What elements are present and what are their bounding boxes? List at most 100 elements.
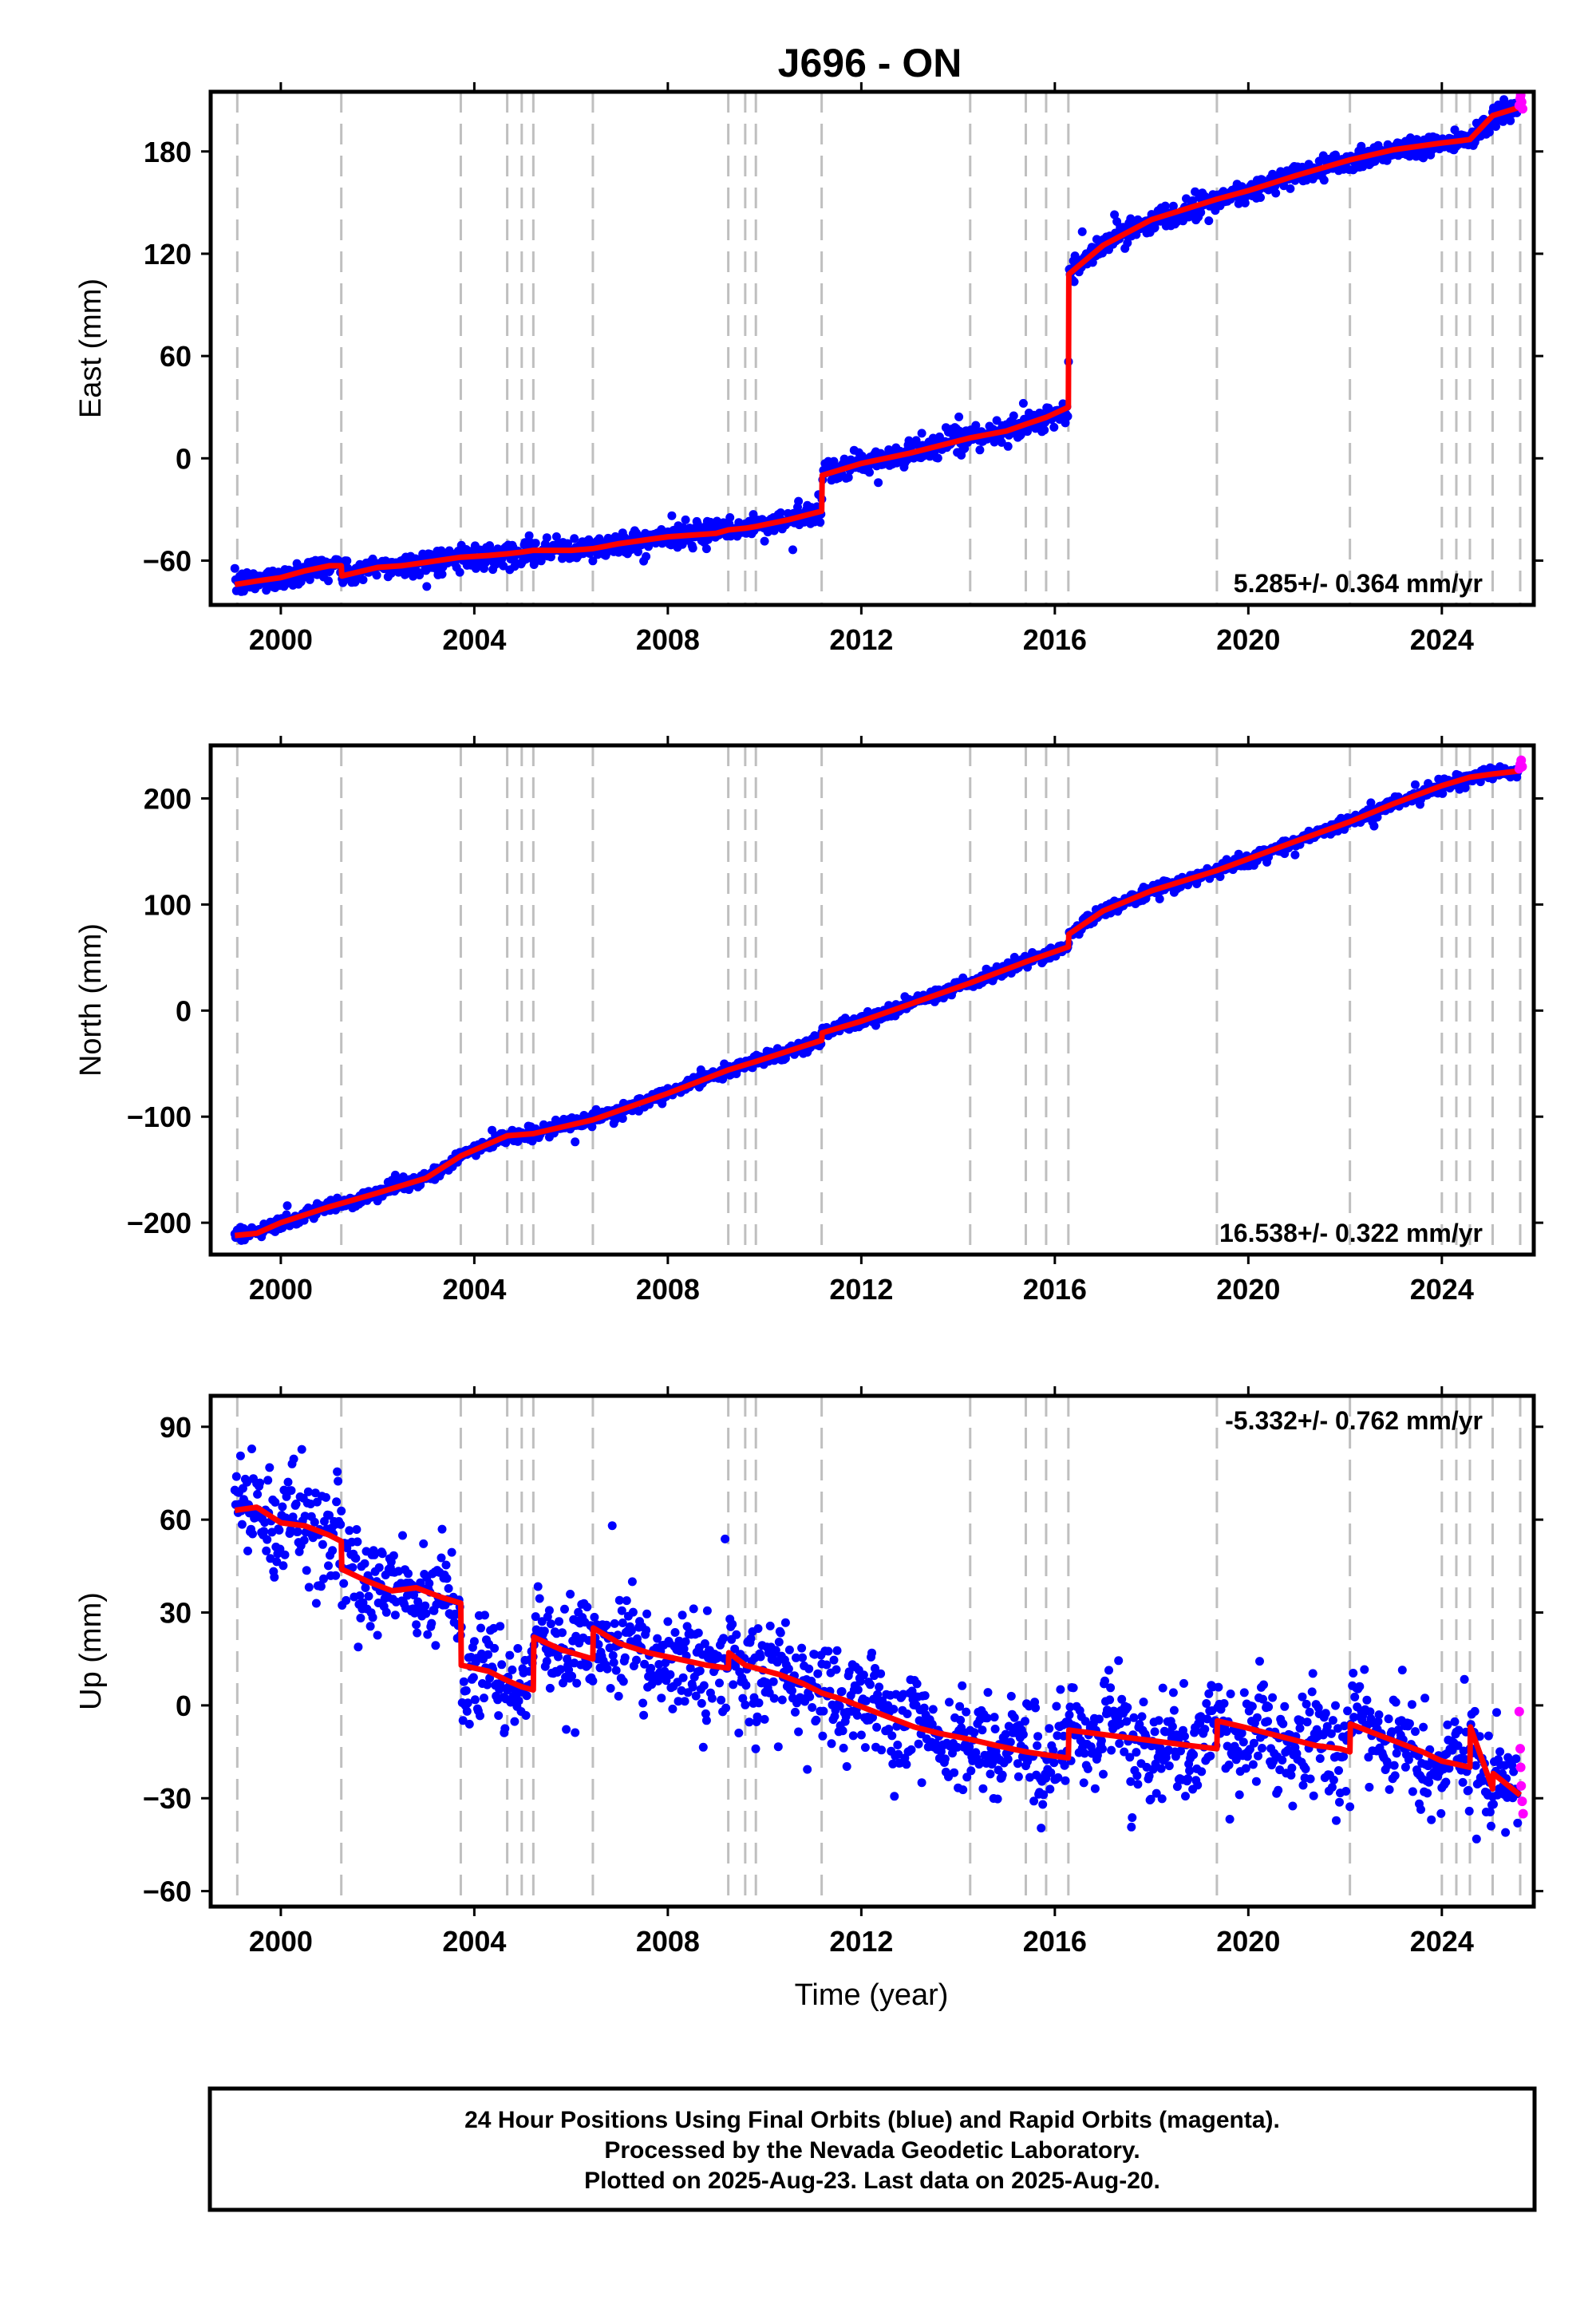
data-point (1053, 1731, 1062, 1741)
data-point (993, 1794, 1002, 1804)
data-point (278, 1502, 287, 1512)
data-point (1274, 1785, 1283, 1795)
data-point (299, 1535, 309, 1545)
data-point (1423, 1788, 1432, 1798)
y-axis-label: North (mm) (74, 923, 108, 1077)
data-point (1203, 1714, 1212, 1724)
data-point (1110, 210, 1120, 219)
data-point (554, 1652, 563, 1662)
data-point (700, 1639, 709, 1648)
data-point (1001, 1729, 1010, 1739)
data-point (717, 1695, 726, 1705)
data-point (741, 1681, 751, 1690)
data-point (412, 1620, 421, 1630)
data-point (760, 1714, 769, 1724)
data-point (670, 1628, 680, 1637)
plot-area (230, 745, 1527, 1255)
east-panel: 2000 2004 2008 2012 2016 2020 2024−60060120180… (74, 82, 1543, 656)
data-point (1280, 1701, 1290, 1711)
data-point (1357, 141, 1366, 151)
data-point (953, 1742, 962, 1752)
y-tick-label: −30 (143, 1782, 192, 1815)
data-point (978, 1725, 987, 1735)
data-point (1132, 1748, 1141, 1757)
data-point (470, 1695, 480, 1705)
data-point (263, 1476, 273, 1485)
data-point (1061, 418, 1070, 428)
data-point (1385, 1784, 1394, 1794)
data-point (661, 1658, 670, 1668)
data-point (1031, 1703, 1041, 1713)
y-tick-label: −100 (127, 1101, 192, 1133)
data-point (860, 1743, 870, 1753)
data-point (1332, 1816, 1341, 1825)
data-point (912, 1679, 922, 1689)
data-point (965, 1742, 974, 1752)
data-point (1006, 1691, 1016, 1701)
data-point (614, 1595, 624, 1605)
data-point (805, 1692, 815, 1701)
data-point (827, 1739, 836, 1749)
data-point (756, 1652, 765, 1662)
data-point (311, 1599, 321, 1608)
data-point (1144, 1771, 1154, 1780)
y-axis-label: East (mm) (74, 279, 108, 418)
data-point (611, 1666, 621, 1675)
data-point (231, 1472, 241, 1481)
data-point (1290, 850, 1300, 860)
data-point (403, 1591, 412, 1600)
data-point (355, 1591, 365, 1600)
data-point (813, 1669, 823, 1678)
x-tick-label: 2016 (1023, 1925, 1087, 1958)
data-point (545, 1683, 555, 1693)
x-tick-label: 2004 (442, 1925, 506, 1958)
data-point (948, 1749, 957, 1758)
data-point (1390, 1771, 1400, 1780)
data-point (1125, 1753, 1135, 1762)
data-point (1045, 1724, 1054, 1733)
data-point (628, 1607, 638, 1617)
data-point (928, 1705, 938, 1714)
data-point (571, 1631, 581, 1641)
data-point (1286, 184, 1295, 193)
data-point (773, 1742, 783, 1752)
data-point (468, 1673, 478, 1682)
data-point (1080, 1717, 1090, 1726)
data-point (776, 1628, 785, 1638)
data-point (1172, 1782, 1182, 1792)
data-point (1168, 201, 1178, 211)
data-point (259, 1527, 269, 1536)
data-point (889, 1705, 899, 1714)
data-point (1013, 1759, 1022, 1769)
data-point (583, 1660, 593, 1670)
data-point (513, 1644, 523, 1653)
data-point (316, 1582, 326, 1591)
data-point (521, 1711, 531, 1720)
rapid-orbit-points (1514, 1706, 1528, 1819)
x-tick-label: 2020 (1216, 1273, 1280, 1306)
data-point (437, 1524, 447, 1534)
data-point (1258, 1744, 1266, 1753)
data-point (1154, 1716, 1163, 1725)
data-point (1364, 1753, 1373, 1762)
x-tick-label: 2024 (1410, 1925, 1474, 1958)
data-point (544, 1606, 554, 1615)
y-tick-label: 180 (144, 136, 192, 168)
data-point (732, 1630, 741, 1639)
data-point (303, 1487, 313, 1496)
data-point (508, 1665, 517, 1674)
data-point (914, 1739, 923, 1749)
data-point (691, 1691, 701, 1701)
y-tick-label: −200 (127, 1207, 192, 1239)
data-point (1003, 441, 1013, 451)
data-point (1392, 1749, 1401, 1758)
data-point (1052, 1701, 1061, 1711)
data-point (719, 1634, 729, 1643)
data-point (322, 1492, 330, 1502)
data-point (1204, 1689, 1214, 1698)
rapid-point (1516, 1780, 1527, 1791)
data-point (697, 1698, 706, 1708)
data-point (642, 1626, 651, 1635)
data-point (358, 1598, 368, 1607)
data-point (480, 1611, 489, 1620)
